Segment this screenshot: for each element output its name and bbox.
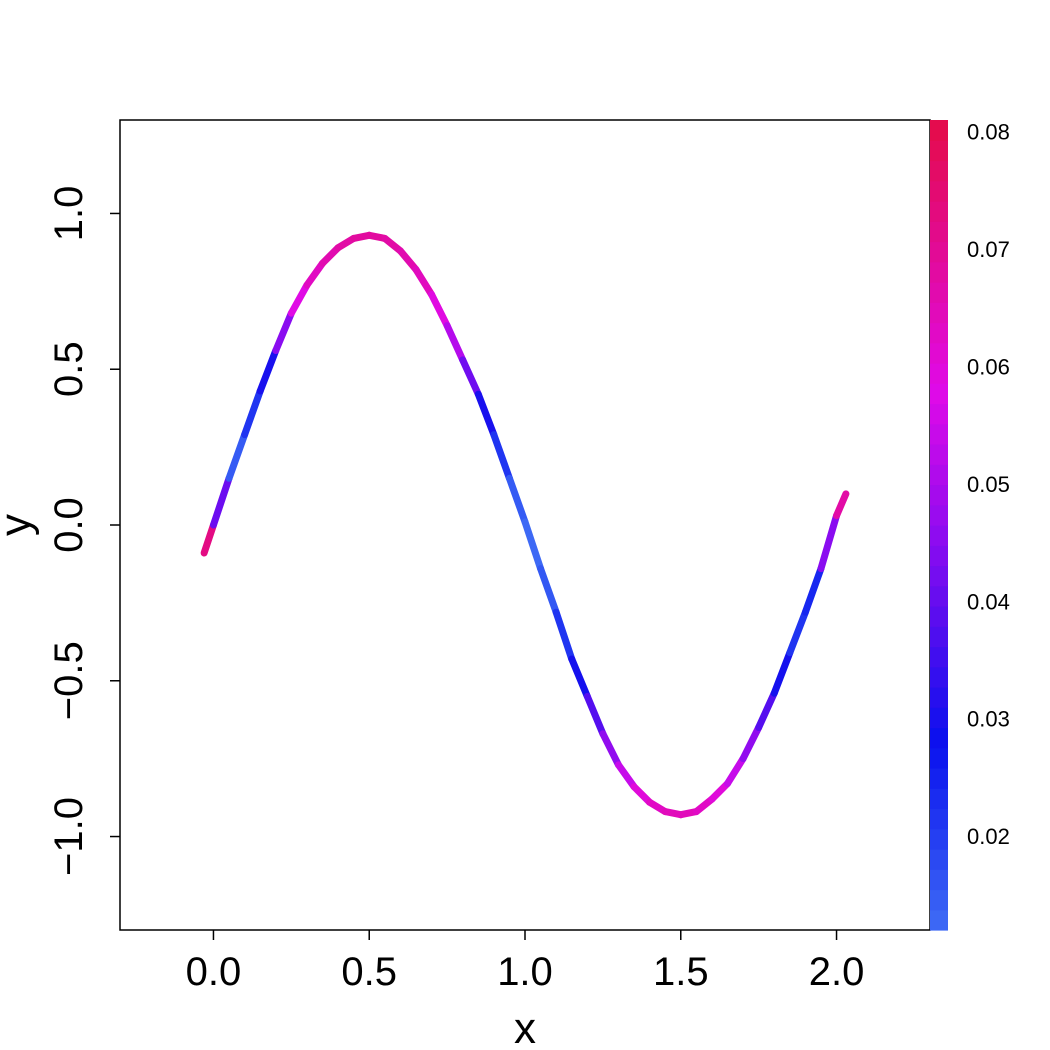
colorbar-band	[930, 626, 948, 648]
curve-segment	[755, 689, 778, 731]
curve-segment	[801, 565, 825, 616]
colorbar-band	[930, 849, 948, 870]
curve-segment	[599, 730, 622, 769]
curve-segment	[770, 649, 794, 697]
y-axis: −1.0 −0.5 0.0 0.5 1.0	[47, 186, 120, 876]
colorbar-band	[930, 504, 948, 526]
y-tick-label: 0.5	[47, 341, 91, 397]
curve-segment	[412, 266, 436, 298]
curve-segment	[490, 431, 513, 482]
colorbar-band	[930, 120, 948, 141]
colorbar-tick-label: 0.02	[967, 824, 1010, 849]
colorbar-band	[930, 788, 948, 810]
y-axis-title: y	[0, 514, 40, 536]
colorbar-tick-label: 0.08	[967, 120, 1010, 145]
y-tick-label: 0.0	[47, 497, 91, 553]
colorbar-band	[930, 646, 948, 668]
y-tick-label: −0.5	[47, 641, 91, 720]
colorbar-band	[930, 727, 948, 749]
colorbar-band	[930, 747, 948, 769]
colorbar-band	[930, 828, 948, 850]
colorbar-band	[930, 180, 948, 202]
colorbar-band	[930, 282, 948, 303]
x-tick-label: 0.0	[186, 950, 242, 994]
colorbar-band	[930, 808, 948, 830]
data-curve	[200, 231, 850, 819]
curve-segment	[552, 608, 576, 663]
curve-segment	[537, 565, 560, 616]
colorbar-band	[930, 302, 948, 324]
colorbar-band	[930, 565, 948, 587]
colorbar-band	[930, 322, 948, 344]
colorbar-band	[930, 889, 948, 911]
curve-segment	[568, 655, 591, 700]
y-tick-label: −1.0	[47, 797, 91, 876]
curve-segment	[319, 244, 342, 267]
colorbar-band	[930, 869, 948, 891]
curve-segment	[724, 755, 747, 788]
colorbar-band	[930, 444, 948, 465]
curve-segment	[459, 356, 482, 398]
colorbar-tick-label: 0.03	[967, 707, 1010, 732]
colorbar-band	[930, 241, 948, 263]
colorbar-band	[930, 383, 948, 405]
colorbar-band	[930, 687, 948, 708]
colorbar-band	[930, 484, 948, 506]
curve-segment	[833, 490, 850, 520]
curve-segment	[428, 290, 451, 330]
colorbar-band	[930, 403, 948, 425]
curve-segment	[209, 474, 233, 529]
curve-segment	[241, 387, 264, 439]
curve-segment	[521, 518, 545, 573]
colorbar-band	[930, 221, 948, 243]
curve-segment	[443, 322, 467, 364]
y-tick-label: 1.0	[47, 186, 91, 242]
curve-segment	[474, 390, 498, 439]
colorbar-band	[930, 423, 948, 445]
colorbar-band	[930, 606, 948, 627]
colorbar-band	[930, 160, 948, 182]
colorbar-band	[930, 363, 948, 384]
x-tick-label: 1.0	[497, 950, 553, 994]
curve-segment	[396, 247, 420, 274]
colorbar-band	[930, 201, 948, 222]
colorbar-band	[930, 545, 948, 567]
x-tick-label: 0.5	[341, 950, 397, 994]
curve-segment	[708, 780, 731, 803]
x-tick-label: 2.0	[809, 950, 865, 994]
curve-segment	[583, 692, 607, 738]
colorbar-band	[930, 666, 948, 688]
curve-segment	[287, 281, 311, 317]
colorbar-tick-label: 0.07	[967, 237, 1010, 262]
curve-segment	[614, 761, 638, 791]
curve-segment	[225, 431, 249, 482]
colorbar-band	[930, 261, 948, 283]
curve-segment	[200, 521, 217, 557]
colorbar-band	[930, 342, 948, 364]
curve-segment	[256, 347, 280, 395]
curve-segment	[272, 309, 295, 355]
x-tick-label: 1.5	[653, 950, 709, 994]
colorbar-tick-label: 0.06	[967, 355, 1010, 380]
curve-segment	[817, 512, 841, 573]
colorbar-band	[930, 768, 948, 789]
x-axis: 0.0 0.5 1.0 1.5 2.0	[186, 930, 865, 994]
colorbar-tick-label: 0.04	[967, 589, 1010, 614]
colorbar-band	[930, 525, 948, 546]
x-axis-title: x	[514, 1004, 536, 1050]
colorbar-tick-label: 0.05	[967, 472, 1010, 497]
colorbar-band	[930, 707, 948, 729]
curve-segment	[786, 608, 809, 657]
colorbar: 0.02 0.03 0.04 0.05 0.06 0.07 0.08	[930, 120, 1010, 931]
curve-segment	[505, 474, 529, 526]
colorbar-band	[930, 140, 948, 162]
colorbar-band	[930, 909, 948, 931]
colorbar-band	[930, 464, 948, 486]
curve-segment	[630, 783, 654, 806]
curve-segment	[739, 724, 763, 763]
colorbar-band	[930, 585, 948, 607]
curve-segment	[303, 259, 326, 289]
